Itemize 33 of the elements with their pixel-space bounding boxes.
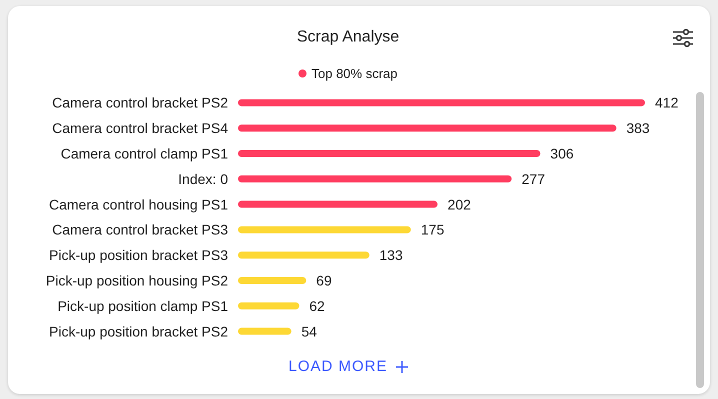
data-label: 383 xyxy=(626,120,650,136)
y-tick-label: Pick-up position housing PS2 xyxy=(46,272,228,288)
bar xyxy=(238,150,540,157)
bar xyxy=(238,328,292,335)
data-label: 69 xyxy=(316,272,332,288)
data-label: 277 xyxy=(522,170,546,187)
data-label: 175 xyxy=(420,222,444,238)
y-tick-label: Pick-up position clamp PS1 xyxy=(58,298,228,314)
bar xyxy=(238,200,438,208)
bar xyxy=(238,252,370,259)
data-label: 133 xyxy=(379,247,403,264)
y-tick-label: Pick-up position bracket PS2 xyxy=(49,323,228,340)
data-label: 306 xyxy=(550,146,574,162)
bar xyxy=(238,124,616,132)
y-tick-label: Camera control bracket PS4 xyxy=(52,120,228,136)
y-tick-label: Camera control clamp PS1 xyxy=(60,146,228,162)
text: LOAD MORE xyxy=(288,358,388,375)
bar xyxy=(238,175,512,182)
legend-label: Top 80% scrap xyxy=(312,66,398,81)
bar xyxy=(238,226,411,234)
y-tick-label: Pick-up position bracket PS3 xyxy=(49,247,228,264)
bar xyxy=(238,277,306,284)
y-tick-label: Camera control housing PS1 xyxy=(49,196,228,212)
y-tick-label: Camera control bracket PS2 xyxy=(52,94,228,111)
chart-title: Scrap Analyse xyxy=(296,28,400,46)
data-label: 202 xyxy=(448,196,472,212)
bar xyxy=(238,302,300,310)
bar xyxy=(238,99,645,106)
y-tick-label: Camera control bracket PS3 xyxy=(52,222,228,238)
data-label: 62 xyxy=(309,298,326,314)
data-label: 412 xyxy=(655,94,679,111)
y-tick-label: Index: 0 xyxy=(178,170,228,187)
data-label: 54 xyxy=(301,323,318,340)
